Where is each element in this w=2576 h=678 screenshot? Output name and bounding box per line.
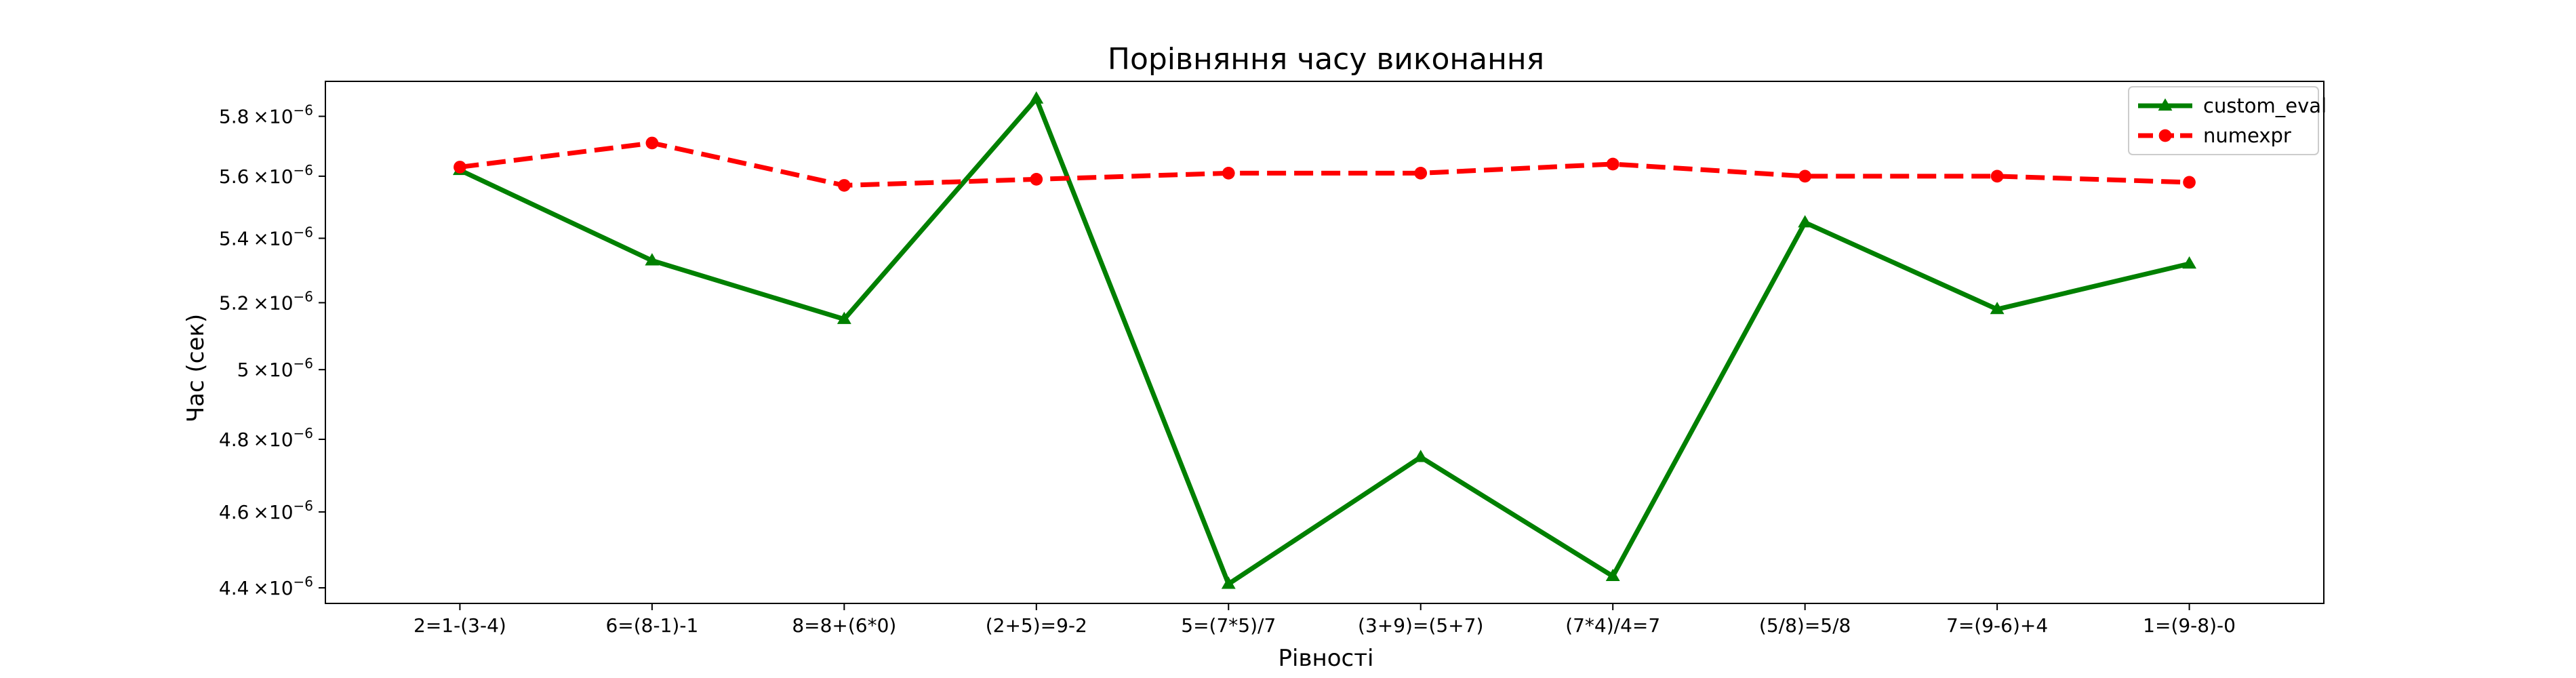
series-numexpr <box>454 136 2196 192</box>
data-point <box>2182 256 2197 269</box>
y-tick-label: 4.4 ×10−6 <box>219 574 313 599</box>
data-point <box>1606 157 1619 171</box>
data-point <box>1413 450 1428 462</box>
y-tick-label: 5.4 ×10−6 <box>219 224 313 250</box>
y-tick: 5 ×10−6 <box>237 355 325 381</box>
data-point <box>1222 167 1235 180</box>
plot-area <box>325 81 2325 604</box>
x-tick: 2=1-(3-4) <box>414 603 506 637</box>
data-point <box>1030 173 1043 186</box>
data-point <box>1221 576 1236 589</box>
y-tick: 4.4 ×10−6 <box>219 574 325 599</box>
data-point <box>1605 568 1620 582</box>
y-tick: 5.8 ×10−6 <box>219 102 325 128</box>
legend-label: custom_eval <box>2203 94 2327 117</box>
x-tick-label: 1=(9-8)-0 <box>2143 614 2236 637</box>
y-tick-label: 5 ×10−6 <box>237 355 313 381</box>
y-tick: 4.8 ×10−6 <box>219 425 325 451</box>
y-tick: 5.2 ×10−6 <box>219 288 325 314</box>
y-tick-label: 5.8 ×10−6 <box>219 102 313 128</box>
plot-frame <box>325 81 2325 604</box>
x-tick: (3+9)=(5+7) <box>1358 603 1483 637</box>
x-tick-label: (2+5)=9-2 <box>986 614 1087 637</box>
y-axis-label: Час (сек) <box>182 314 209 422</box>
x-tick: (7*4)/4=7 <box>1565 603 1660 637</box>
data-point <box>837 311 851 324</box>
data-point <box>1798 170 1812 183</box>
y-tick-label: 4.6 ×10−6 <box>219 498 313 523</box>
data-point <box>1414 167 1428 180</box>
data-point <box>1029 91 1044 104</box>
data-point <box>837 179 851 192</box>
x-tick: 1=(9-8)-0 <box>2143 603 2236 637</box>
x-tick-label: 2=1-(3-4) <box>414 614 506 637</box>
y-tick: 4.6 ×10−6 <box>219 498 325 523</box>
y-axis-ticks: 4.4 ×10−6 4.6 ×10−6 4.8 ×10−6 5 ×10−6 5.2 ×10−6 5.… <box>219 102 325 599</box>
series-line <box>458 96 2190 586</box>
legend-marker <box>2158 129 2172 142</box>
series-line <box>459 140 2190 188</box>
series-custom-eval <box>452 91 2197 589</box>
y-tick: 5.6 ×10−6 <box>219 162 325 188</box>
x-axis-label: Рівності <box>1279 645 1374 672</box>
x-tick-label: (3+9)=(5+7) <box>1358 614 1483 637</box>
x-tick-label: 5=(7*5)/7 <box>1181 614 1276 637</box>
data-point <box>2183 176 2196 189</box>
x-tick: 7=(9-6)+4 <box>1946 603 2048 637</box>
legend-label: numexpr <box>2203 124 2291 147</box>
x-tick: 8=8+(6*0) <box>792 603 896 637</box>
x-tick: 6=(8-1)-1 <box>605 603 698 637</box>
legend-entry: custom_eval <box>2138 94 2327 117</box>
y-tick-label: 5.2 ×10−6 <box>219 288 313 314</box>
x-tick: (2+5)=9-2 <box>986 603 1087 637</box>
chart-title: Порівняння часу виконання <box>1108 42 1544 77</box>
data-point <box>645 253 660 266</box>
data-point <box>1990 170 2004 183</box>
legend-entry: numexpr <box>2138 124 2291 147</box>
x-tick-label: 7=(9-6)+4 <box>1946 614 2048 637</box>
x-tick-label: (5/8)=5/8 <box>1759 614 1851 637</box>
y-tick-label: 5.6 ×10−6 <box>219 162 313 188</box>
x-tick-label: 6=(8-1)-1 <box>605 614 698 637</box>
series-layer <box>452 91 2197 589</box>
legend-marker <box>2158 98 2173 111</box>
data-point <box>1798 215 1813 228</box>
x-axis-ticks: 2=1-(3-4) 6=(8-1)-1 8=8+(6*0) (2+5)=9-2 5=(7… <box>414 603 2236 637</box>
y-tick: 5.4 ×10−6 <box>219 224 325 250</box>
x-tick-label: (7*4)/4=7 <box>1565 614 1660 637</box>
x-tick-label: 8=8+(6*0) <box>792 614 896 637</box>
x-tick: (5/8)=5/8 <box>1759 603 1851 637</box>
data-point <box>454 161 466 174</box>
data-point <box>1990 302 2005 315</box>
data-point <box>645 136 659 150</box>
x-tick: 5=(7*5)/7 <box>1181 603 1276 637</box>
y-tick-label: 4.8 ×10−6 <box>219 425 313 451</box>
